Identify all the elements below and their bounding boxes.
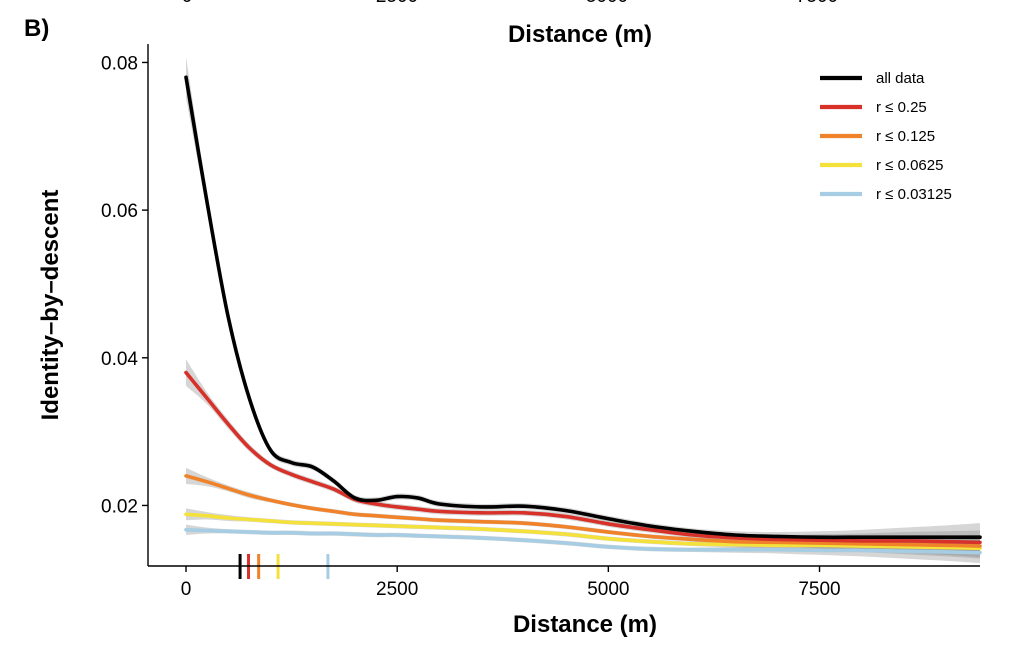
x-ticks: 0 2500 5000 7500 [181,566,841,600]
y-axis-title: Identity–by–descent [37,190,64,421]
y-tick-label: 0.06 [101,201,138,222]
top-x-axis-title: Distance (m) [508,21,652,48]
top-tick-label: 7500 [796,0,838,7]
series-line [184,528,982,555]
x-tick-label: 7500 [798,579,840,600]
series-line [184,75,982,540]
top-tick-label: 0 [182,0,193,7]
legend-label: r ≤ 0.0625 [876,157,943,174]
series-line [184,370,982,545]
y-tick-label: 0.02 [101,496,138,517]
top-tick-label: 5000 [586,0,628,7]
x-tick-label: 0 [181,579,192,600]
legend: all data r ≤ 0.25 r ≤ 0.125 r ≤ 0.0625 r ≤ 0… [820,70,952,203]
legend-label: r ≤ 0.125 [876,128,935,145]
y-tick-label: 0.08 [101,53,138,74]
confidence-bands [186,56,980,564]
axes [147,44,980,567]
series-line [184,512,982,551]
top-tick-label: 2500 [376,0,418,7]
y-ticks: 0.02 0.04 0.06 0.08 [101,53,148,517]
x-tick-label: 2500 [376,579,418,600]
legend-label: r ≤ 0.03125 [876,186,952,203]
panel-label: B) [24,15,49,42]
x-axis-title: Distance (m) [513,611,657,638]
legend-label: all data [876,70,925,87]
series-lines [184,75,982,555]
x-tick-label: 5000 [587,579,629,600]
top-partial-axis: 0 2500 5000 7500 Distance (m) [182,0,838,48]
y-tick-label: 0.04 [101,349,138,370]
series-line [184,474,982,548]
legend-label: r ≤ 0.25 [876,99,927,116]
